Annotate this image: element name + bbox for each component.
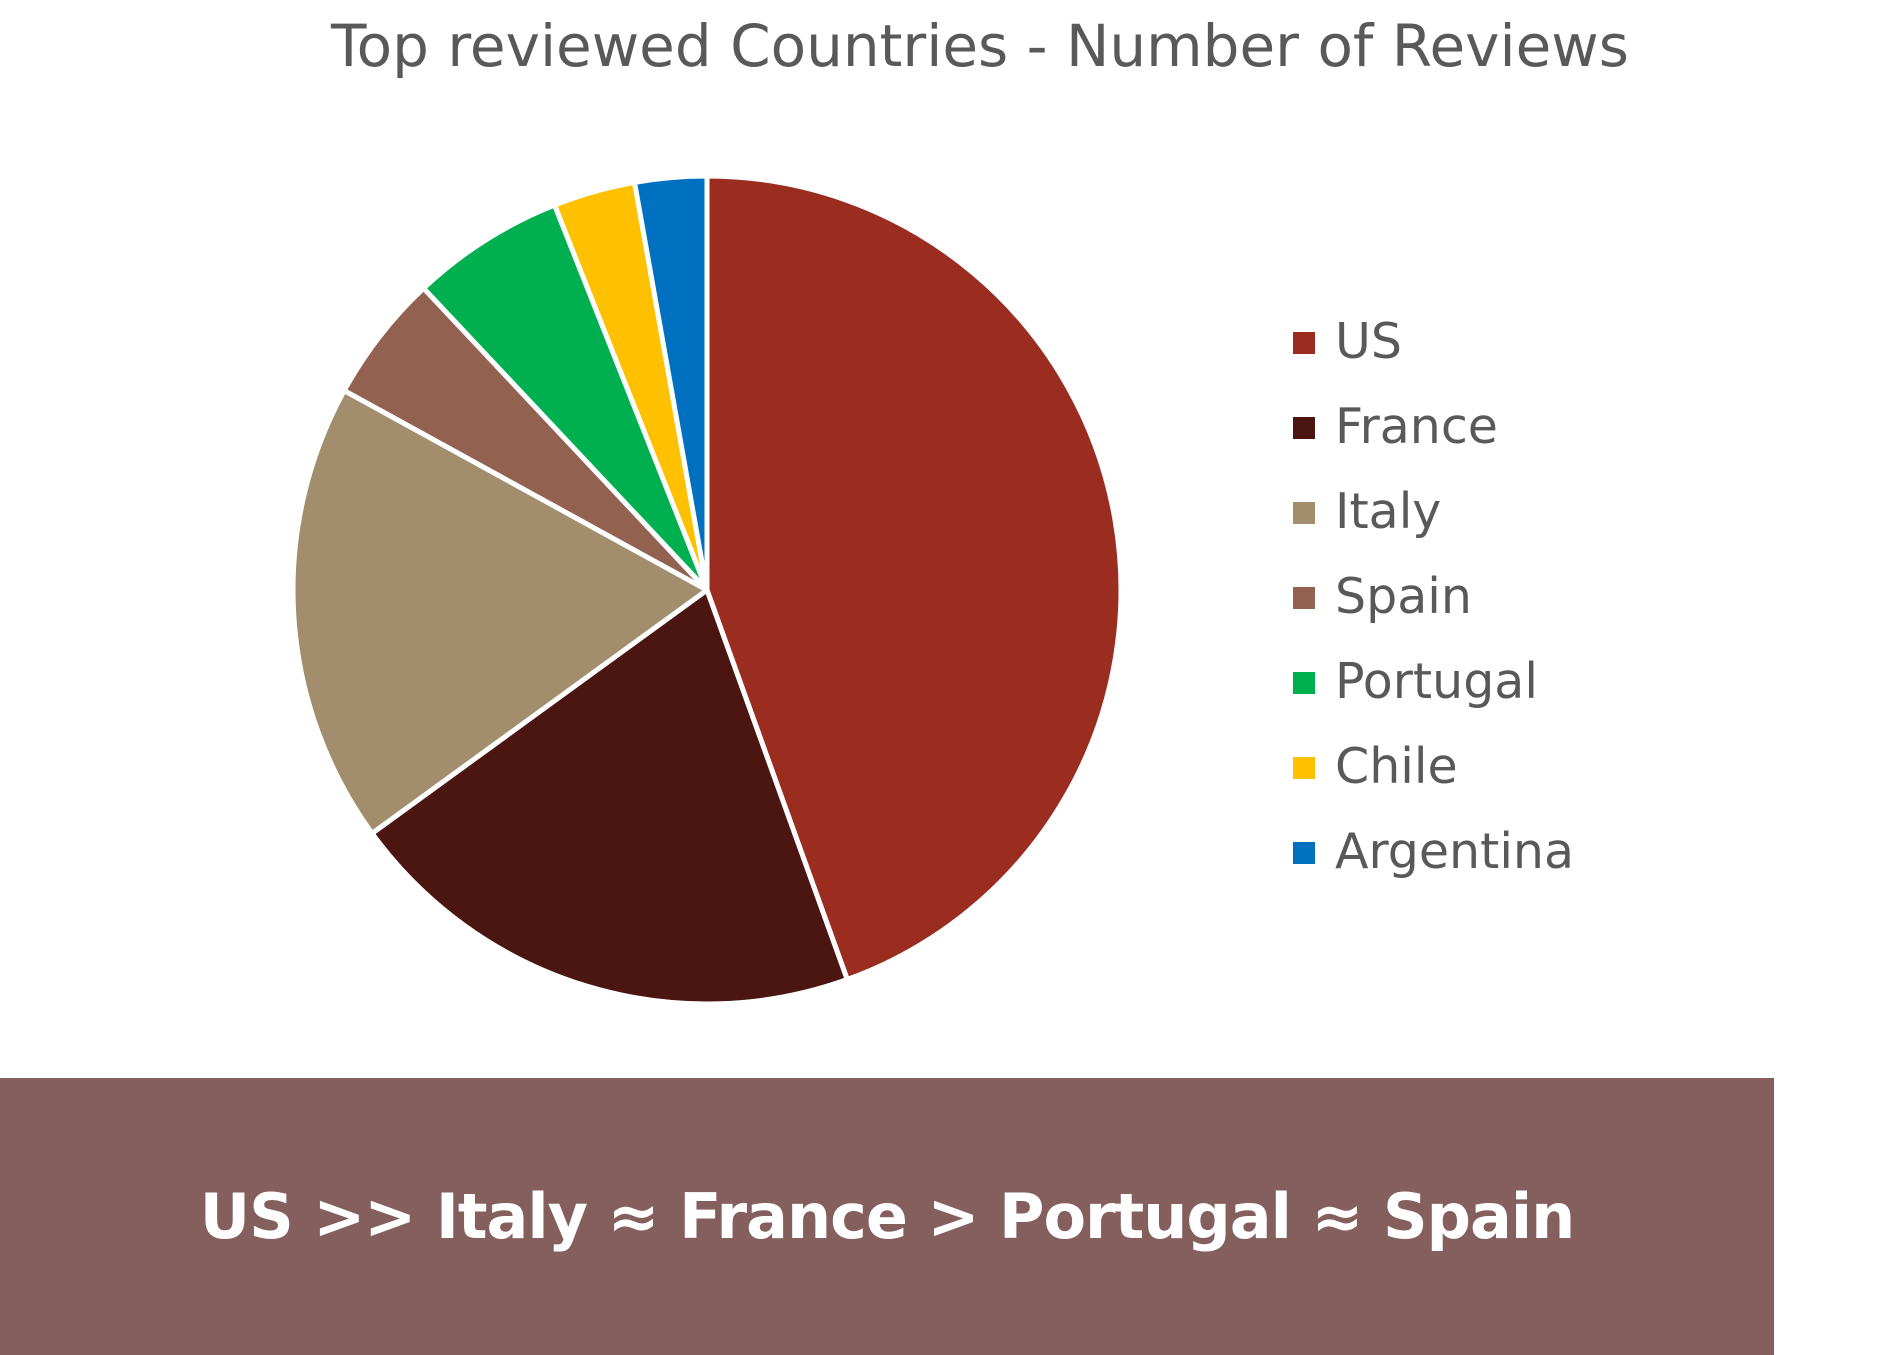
legend-swatch bbox=[1293, 842, 1315, 864]
summary-text: US >> Italy ≈ France > Portugal ≈ Spain bbox=[199, 1180, 1575, 1253]
legend-label: Spain bbox=[1335, 568, 1472, 625]
pie-slice-us bbox=[704, 173, 1124, 983]
pie-slice-france bbox=[369, 587, 850, 1007]
pie-slice-portugal bbox=[421, 202, 710, 593]
legend-swatch bbox=[1293, 672, 1315, 694]
legend-swatch bbox=[1293, 332, 1315, 354]
legend-label: Italy bbox=[1335, 483, 1442, 540]
legend-label: Argentina bbox=[1335, 823, 1575, 880]
pie-slice-argentina bbox=[632, 173, 710, 593]
pie-chart bbox=[290, 173, 1124, 1007]
legend-swatch bbox=[1293, 757, 1315, 779]
legend-label: Portugal bbox=[1335, 653, 1538, 710]
legend-swatch bbox=[1293, 417, 1315, 439]
legend-label: France bbox=[1335, 398, 1498, 455]
legend-swatch bbox=[1293, 587, 1315, 609]
summary-banner: US >> Italy ≈ France > Portugal ≈ Spain bbox=[0, 1078, 1774, 1355]
chart-title: Top reviewed Countries - Number of Revie… bbox=[331, 12, 1629, 80]
pie-slice-italy bbox=[290, 388, 710, 836]
legend-label: Chile bbox=[1335, 738, 1458, 795]
legend-label: US bbox=[1335, 313, 1402, 370]
legend-swatch bbox=[1293, 502, 1315, 524]
